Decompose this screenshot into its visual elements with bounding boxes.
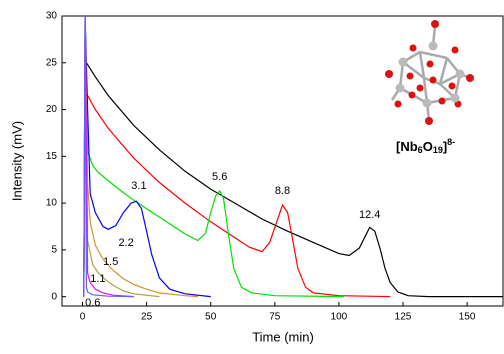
y-tick-label: 30 [46,11,58,22]
annotation: 0.6 [85,297,100,309]
label-part: 8- [447,137,455,147]
data-line [84,61,503,297]
x-tick-label: 125 [395,312,412,323]
y-tick-label: 0 [51,291,57,302]
annotation: 12.4 [359,209,380,221]
data-line [84,16,344,297]
annotation: 2.2 [118,237,133,249]
annotation: 1.1 [90,273,105,285]
data-line [84,16,160,297]
x-tick-label: 75 [269,312,281,323]
label-part: O [423,139,433,154]
data-line [84,16,134,297]
annotation: 1.5 [103,256,118,268]
data-line [84,16,198,297]
x-tick-label: 25 [141,312,153,323]
molecule-image [385,20,474,125]
y-tick-label: 5 [51,245,57,256]
label-part: 19 [433,145,443,155]
y-tick-label: 10 [46,198,58,209]
annotation: 8.8 [275,185,290,197]
data-line [84,16,211,297]
plot-frame [62,16,503,306]
data-line [84,16,134,297]
x-tick-label: 150 [459,312,476,323]
molecule-label: [Nb6O19]8- [396,137,455,155]
x-tick-label: 50 [205,312,217,323]
y-tick-label: 20 [46,104,58,115]
x-tick-label: 0 [80,312,86,323]
y-axis-title: Intensity (mV) [9,121,24,201]
x-axis-title: Time (min) [252,329,314,344]
x-tick-label: 100 [331,312,348,323]
chart: Time (min) Intensity (mV) [Nb6O19]8- 0 5 1… [0,0,504,354]
y-tick-label: 25 [46,57,58,68]
label-part: [Nb [396,139,418,154]
y-tick-label: 15 [46,151,58,162]
annotation: 3.1 [131,180,146,192]
annotation: 5.6 [212,171,227,183]
